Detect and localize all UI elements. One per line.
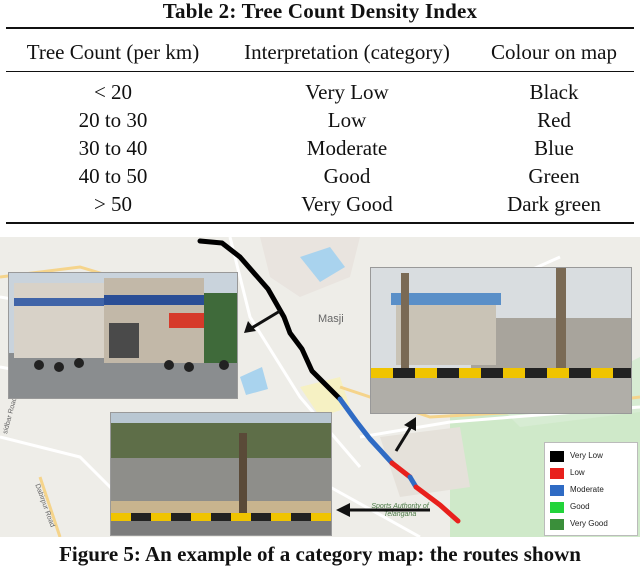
map-label-sports-authority: Sports Authority of Telangana: [371, 503, 429, 518]
legend-item: Very Good: [550, 517, 636, 531]
table-cell: 20 to 30: [78, 108, 148, 132]
legend-swatch: [550, 451, 564, 462]
legend-swatch: [550, 519, 564, 530]
legend-item: Very Low: [550, 449, 636, 463]
figure-caption: Figure 5: An example of a category map: …: [59, 542, 581, 566]
legend-label: Very Low: [570, 451, 603, 460]
legend-label: Very Good: [570, 519, 608, 528]
street-photo-bus-shelter: [370, 267, 632, 414]
table-top-rule: [6, 27, 634, 29]
table-cell: Dark green: [507, 192, 601, 216]
street-photo-buildings: [8, 272, 238, 399]
legend-item: Good: [550, 500, 636, 514]
arrow-icon: [244, 309, 281, 333]
table-cell: Black: [529, 80, 579, 104]
table-bottom-rule: [6, 222, 634, 224]
table-title: Table 2: Tree Count Density Index: [162, 0, 478, 23]
arrow-icon: [336, 503, 430, 517]
legend-swatch: [550, 468, 564, 479]
table-cell: 40 to 50: [78, 164, 148, 188]
table-cell: Green: [528, 164, 580, 188]
table-cell: > 50: [93, 192, 133, 216]
legend-label: Low: [570, 468, 585, 477]
legend-label: Good: [570, 502, 590, 511]
table-header-interpretation: Interpretation (category): [244, 40, 450, 64]
table-cell: Very Low: [305, 80, 389, 104]
table-header-colour: Colour on map: [491, 40, 617, 64]
table-cell: < 20: [93, 80, 133, 104]
table-header-tree-count: Tree Count (per km): [26, 40, 200, 64]
legend-label: Moderate: [570, 485, 604, 494]
street-photo-wall-trees: [110, 412, 332, 536]
legend-item: Low: [550, 466, 636, 480]
table-cell: 30 to 40: [78, 136, 148, 160]
table-header-rule: [6, 71, 634, 72]
map-legend: Very Low Low Moderate Good Very Good: [544, 442, 638, 536]
table-cell: Red: [537, 108, 571, 132]
map-label-masjid: Masji: [318, 313, 344, 325]
legend-item: Moderate: [550, 483, 636, 497]
table-cell: Moderate: [306, 136, 388, 160]
table-cell: Very Good: [301, 192, 393, 216]
legend-swatch: [550, 485, 564, 496]
table-cell: Good: [323, 164, 371, 188]
table-cell: Blue: [534, 136, 574, 160]
category-map: Masji Sports Authority of Telangana Dabi…: [0, 237, 640, 537]
arrow-icon: [394, 417, 416, 452]
legend-swatch: [550, 502, 564, 513]
table-cell: Low: [327, 108, 367, 132]
